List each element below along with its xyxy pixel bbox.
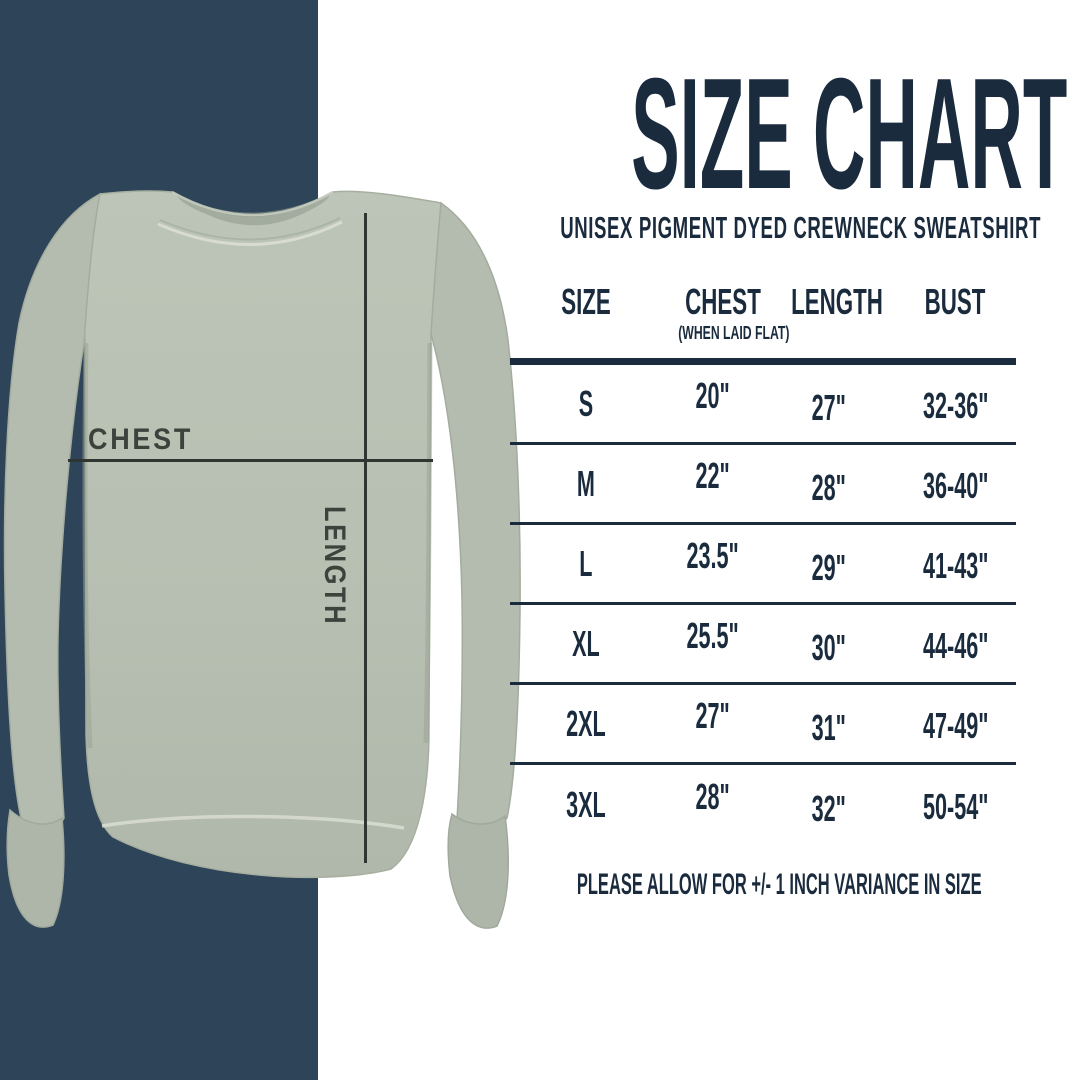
- cell-length: 30": [811, 626, 846, 668]
- cell-bust: 50-54": [922, 786, 988, 827]
- cell-size: S: [578, 382, 594, 424]
- cell-length: 28": [811, 466, 846, 508]
- cell-length: 27": [811, 386, 846, 428]
- cell-chest: 27": [695, 694, 730, 736]
- page-subtitle: UNISEX PIGMENT DYED CREWNECK SWEATSHIRT: [560, 210, 1042, 245]
- cell-bust: 32-36": [922, 384, 988, 426]
- chest-measure-line: [68, 459, 433, 462]
- cell-chest: 22": [695, 454, 730, 496]
- cell-size: M: [576, 462, 595, 504]
- chest-column-note: (WHEN LAID FLAT): [677, 323, 790, 343]
- cell-size: XL: [572, 622, 600, 664]
- cell-length: 32": [811, 788, 846, 829]
- column-header-length: LENGTH: [791, 281, 883, 322]
- cell-chest: 25.5": [686, 614, 739, 656]
- cell-length: 31": [811, 706, 846, 748]
- cell-bust: 47-49": [922, 704, 988, 746]
- cell-size: 2XL: [566, 702, 606, 744]
- table-row-2xl: 2XL 27" 31" 47-49": [510, 685, 1016, 765]
- sweatshirt-svg: [3, 190, 521, 929]
- table-row-s: S 20" 27" 32-36": [510, 365, 1016, 445]
- column-header-chest: CHEST (WHEN LAID FLAT): [677, 281, 790, 344]
- cell-chest: 23.5": [686, 534, 739, 576]
- column-header-bust: BUST: [924, 281, 986, 322]
- cell-bust: 44-46": [922, 624, 988, 666]
- column-header-size: SIZE: [561, 281, 611, 322]
- length-measure-label: LENGTH: [318, 506, 351, 627]
- cell-size: 3XL: [566, 784, 606, 825]
- size-table: SIZE CHEST (WHEN LAID FLAT) LENGTH BUST …: [510, 268, 1016, 845]
- chest-measure-label: CHEST: [88, 423, 194, 456]
- sweatshirt-illustration: [0, 168, 545, 943]
- cell-length: 29": [811, 546, 846, 588]
- table-row-l: L 23.5" 29" 41-43": [510, 525, 1016, 605]
- cell-size: L: [579, 542, 593, 584]
- cell-bust: 36-40": [922, 464, 988, 506]
- table-row-xl: XL 25.5" 30" 44-46": [510, 605, 1016, 685]
- cell-chest: 28": [695, 776, 730, 817]
- length-measure-line: [364, 213, 367, 863]
- cell-bust: 41-43": [922, 544, 988, 586]
- size-table-header: SIZE CHEST (WHEN LAID FLAT) LENGTH BUST: [510, 268, 1016, 365]
- variance-note: PLEASE ALLOW FOR +/- 1 INCH VARIANCE IN …: [576, 868, 982, 901]
- page-title: SIZE CHART: [631, 46, 1068, 222]
- table-row-3xl: 3XL 28" 32" 50-54": [510, 765, 1016, 845]
- table-row-m: M 22" 28" 36-40": [510, 445, 1016, 525]
- cell-chest: 20": [695, 374, 730, 416]
